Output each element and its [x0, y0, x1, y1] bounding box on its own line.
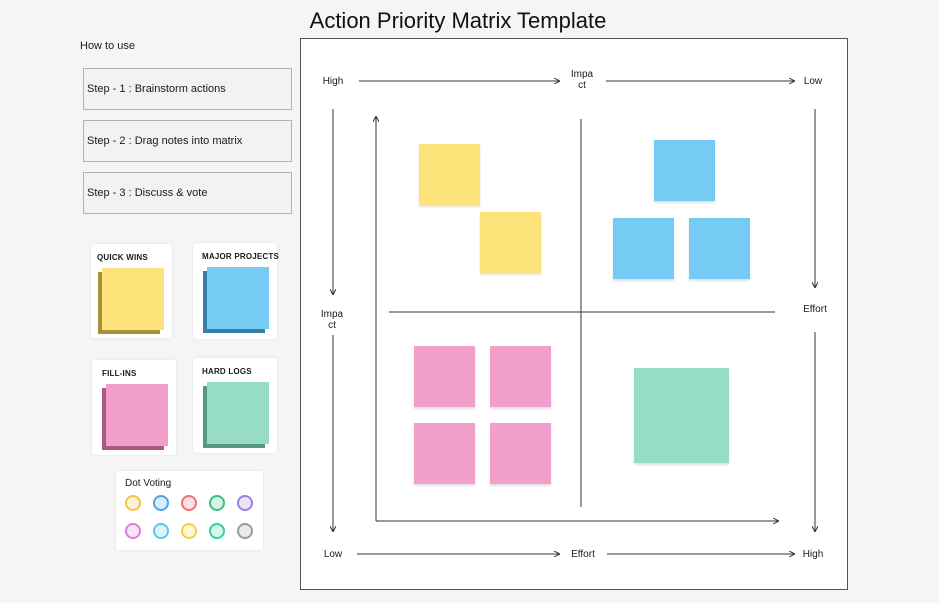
dot-voting-card: Dot Voting: [116, 471, 263, 550]
sticky-note-fill-in[interactable]: [414, 423, 475, 484]
voting-dot[interactable]: [237, 495, 253, 511]
voting-dot[interactable]: [181, 523, 197, 539]
step-2-card[interactable]: Step - 2 : Drag notes into matrix: [83, 120, 292, 162]
major-projects-note-stack[interactable]: [203, 267, 269, 333]
step-1-card[interactable]: Step - 1 : Brainstorm actions: [83, 68, 292, 110]
voting-dot[interactable]: [237, 523, 253, 539]
sticky-note-fill-in[interactable]: [490, 423, 551, 484]
axis-label-impact-top: Impa ct: [570, 69, 594, 91]
priority-matrix: High Impa ct Low Impa ct Effort Low Effo…: [300, 38, 848, 590]
axis-label-high-top: High: [322, 76, 344, 87]
page-title: Action Priority Matrix Template: [309, 8, 607, 33]
sticky-note-fill-in[interactable]: [490, 346, 551, 407]
voting-dot[interactable]: [153, 523, 169, 539]
matrix-axes: [301, 39, 849, 591]
legend-major-projects: MAJOR PROJECTS: [193, 243, 280, 339]
legend-label: FILL-INS: [102, 369, 137, 378]
axis-label-high-bottom: High: [802, 549, 824, 560]
quick-wins-note-stack[interactable]: [98, 268, 164, 334]
axis-label-low-top: Low: [803, 76, 823, 87]
sticky-note-major-project[interactable]: [654, 140, 715, 201]
voting-dot[interactable]: [125, 495, 141, 511]
step-3-card[interactable]: Step - 3 : Discuss & vote: [83, 172, 292, 214]
sticky-note-quick-win[interactable]: [419, 144, 480, 205]
voting-dot[interactable]: [125, 523, 141, 539]
dot-voting-label: Dot Voting: [125, 478, 172, 489]
legend-label: QUICK WINS: [97, 253, 148, 262]
sticky-note-quick-win[interactable]: [480, 212, 541, 273]
sticky-note-major-project[interactable]: [613, 218, 674, 279]
legend-label: HARD LOGS: [202, 367, 252, 376]
axis-label-effort-right: Effort: [803, 304, 827, 315]
sticky-note-major-project[interactable]: [689, 218, 750, 279]
legend-label: MAJOR PROJECTS: [202, 252, 280, 261]
sticky-note-fill-in[interactable]: [414, 346, 475, 407]
legend-fill-ins: FILL-INS: [92, 360, 176, 455]
voting-dot[interactable]: [181, 495, 197, 511]
voting-dot[interactable]: [209, 523, 225, 539]
voting-dot[interactable]: [209, 495, 225, 511]
axis-label-effort-bottom: Effort: [571, 549, 595, 560]
fill-ins-note-stack[interactable]: [102, 384, 168, 450]
how-to-use-heading: How to use: [80, 40, 136, 52]
axis-label-low-bottom: Low: [323, 549, 343, 560]
legend-hard-logs: HARD LOGS: [193, 358, 277, 453]
sticky-note-hard-log[interactable]: [634, 368, 729, 463]
voting-dot[interactable]: [153, 495, 169, 511]
legend-quick-wins: QUICK WINS: [91, 244, 172, 338]
axis-label-impact-left: Impa ct: [320, 309, 344, 331]
hard-logs-note-stack[interactable]: [203, 382, 269, 448]
